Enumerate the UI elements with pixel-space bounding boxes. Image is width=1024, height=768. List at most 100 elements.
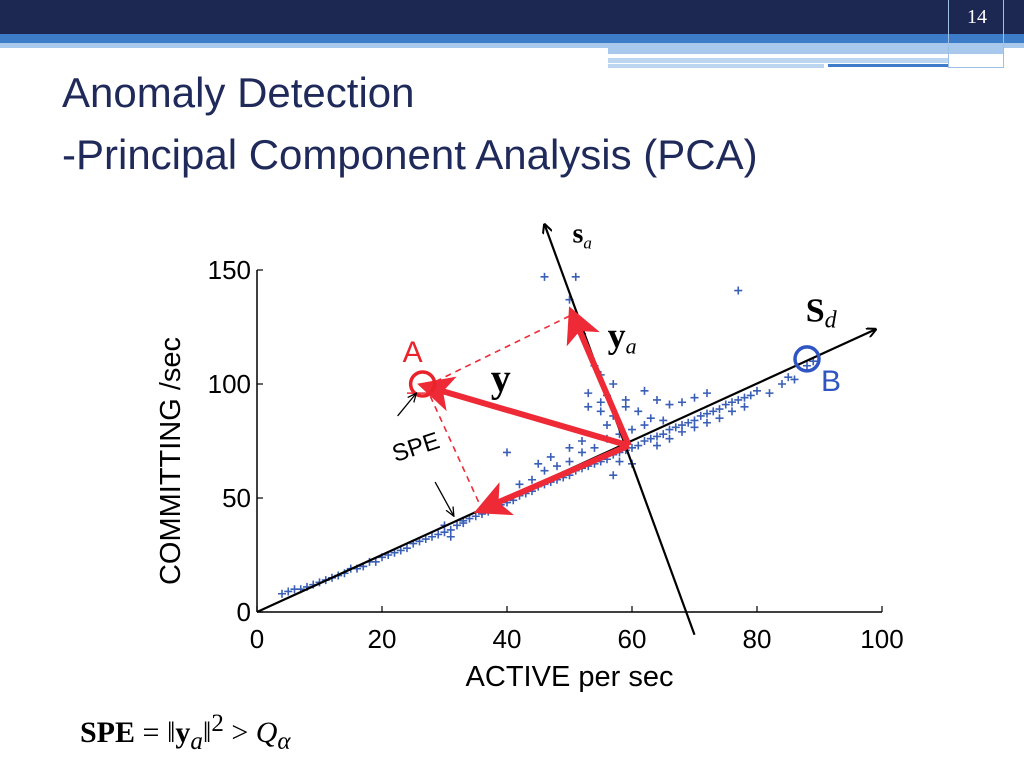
header-accent-4	[828, 64, 948, 67]
data-point	[440, 528, 449, 537]
data-point	[553, 462, 561, 471]
data-point	[784, 373, 793, 382]
data-point	[740, 393, 749, 402]
data-point	[565, 457, 574, 466]
data-point	[653, 441, 661, 450]
spe-arrow-down	[434, 481, 454, 516]
data-point	[690, 423, 699, 432]
data-point	[546, 452, 555, 461]
data-point	[503, 448, 511, 457]
data-point	[740, 402, 749, 411]
header-band	[0, 0, 1024, 34]
data-point	[615, 457, 624, 466]
data-point	[659, 416, 668, 425]
data-point	[578, 437, 586, 445]
data-point	[603, 421, 611, 430]
data-point	[728, 407, 736, 416]
vector-y	[417, 376, 630, 449]
data-point	[703, 409, 711, 418]
slide-title-line-2: -Principal Component Analysis (PCA)	[62, 131, 758, 178]
header-accent-1	[608, 48, 1004, 54]
point-a-label: A	[403, 336, 423, 369]
data-point	[728, 398, 736, 407]
y-axis-label: COMMITTING /sec	[155, 337, 187, 585]
data-point	[396, 546, 405, 555]
point-a-marker	[408, 370, 437, 398]
data-point	[421, 535, 430, 544]
data-point	[778, 380, 786, 388]
header-accent-2	[608, 58, 948, 63]
x-tick-label: 100	[860, 624, 903, 654]
data-point	[628, 425, 636, 434]
data-point	[765, 389, 774, 398]
formula-q: Q	[255, 716, 278, 749]
pca-overlay-layer: sa Sd y ya A B SPE	[256, 218, 876, 636]
data-point	[609, 471, 618, 480]
formula-exponent: 2	[211, 710, 224, 737]
vector-y-label: y	[491, 355, 511, 400]
formula-gt: >	[223, 716, 256, 749]
x-tick-label: 20	[368, 624, 397, 654]
data-point	[515, 480, 524, 489]
formula-sub-alpha: α	[277, 728, 291, 755]
data-point	[690, 416, 699, 425]
data-point	[678, 421, 686, 430]
y-tick-label: 50	[222, 483, 251, 513]
data-point	[621, 402, 630, 411]
data-point	[721, 400, 730, 409]
vector-projection	[473, 442, 631, 516]
data-point	[284, 587, 293, 596]
data-point	[403, 544, 411, 553]
data-point	[640, 421, 649, 430]
data-point	[703, 418, 711, 427]
header-accent-3	[608, 64, 824, 68]
data-point	[596, 407, 605, 416]
data-point	[665, 434, 674, 443]
data-point	[590, 443, 599, 452]
data-point	[540, 466, 549, 475]
dashed-link-ya	[425, 313, 573, 387]
scatter-points-layer	[278, 272, 818, 598]
data-point	[665, 425, 674, 434]
data-point	[709, 407, 718, 416]
data-point	[565, 443, 574, 452]
data-point	[671, 423, 680, 432]
data-point	[453, 521, 461, 530]
data-point	[634, 441, 643, 450]
data-point	[371, 557, 380, 566]
data-point	[540, 272, 549, 281]
formula-equals: = ‖	[135, 716, 176, 749]
spe-arrow-up	[397, 393, 417, 417]
data-point	[696, 411, 705, 420]
data-point	[715, 414, 724, 423]
data-point	[446, 525, 455, 534]
vector-y-a-sub: a	[626, 333, 637, 358]
data-point	[584, 402, 593, 411]
data-point	[678, 427, 686, 436]
data-point	[640, 386, 649, 395]
point-b-marker	[793, 345, 821, 373]
data-point	[678, 398, 686, 407]
data-point	[446, 532, 455, 541]
header-stripe	[0, 34, 1024, 43]
s-d-label: Sd	[806, 292, 838, 333]
data-point	[734, 395, 743, 404]
data-point	[803, 361, 811, 370]
data-point	[790, 375, 799, 384]
formula-norm-close: ‖	[202, 716, 212, 749]
data-point	[690, 393, 699, 402]
data-point	[653, 432, 661, 441]
data-point	[578, 448, 586, 457]
vector-y-a-label: ya	[608, 315, 637, 358]
y-tick-label: 150	[208, 255, 251, 285]
data-point	[646, 414, 655, 423]
s-d-sub: d	[825, 307, 838, 333]
y-tick-label: 100	[208, 369, 251, 399]
y-tick-label: 0	[237, 597, 251, 627]
data-point	[715, 405, 724, 414]
data-point	[703, 389, 711, 398]
slide-number: 14	[967, 6, 987, 28]
data-point	[571, 272, 580, 281]
data-point	[584, 389, 593, 398]
